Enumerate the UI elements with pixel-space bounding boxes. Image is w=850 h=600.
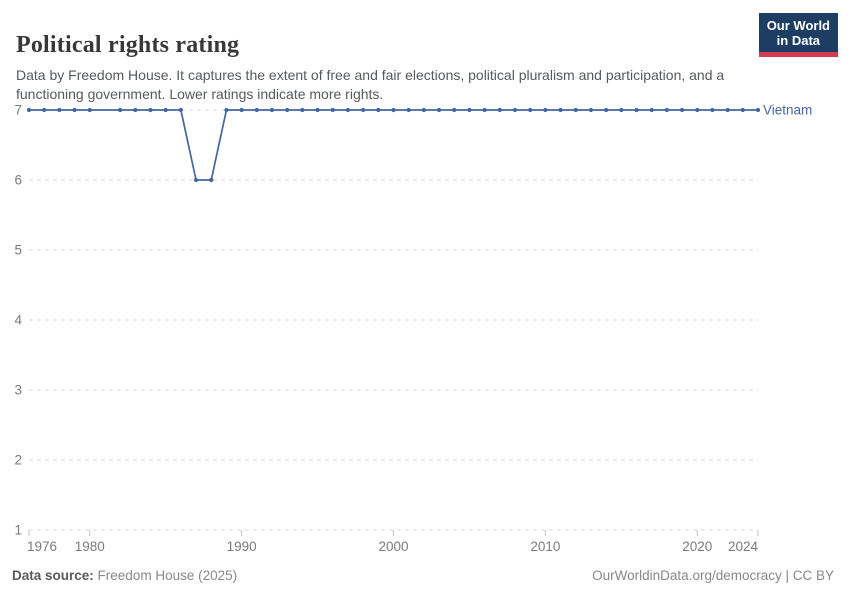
- data-point-marker: [209, 177, 214, 183]
- data-point-marker: [604, 107, 609, 113]
- data-point-marker: [710, 107, 715, 113]
- data-point-marker: [421, 107, 426, 113]
- data-point-marker: [649, 107, 654, 113]
- data-point-marker: [239, 107, 244, 113]
- data-point-marker: [376, 107, 381, 113]
- data-point-marker: [740, 107, 745, 113]
- data-source-value: Freedom House (2025): [97, 568, 238, 583]
- data-point-marker: [57, 107, 62, 113]
- data-point-marker: [300, 107, 305, 113]
- data-point-marker: [573, 107, 578, 113]
- y-axis-tick-label: 7: [14, 103, 22, 118]
- data-point-marker: [72, 107, 77, 113]
- series-line: [29, 109, 758, 181]
- attribution-text: OurWorldinData.org/democracy | CC BY: [592, 568, 834, 583]
- line-chart: 1 2 3 4 5 6 7 1976 1980 1990 2000 2010 2020 2024 Vietn…: [14, 103, 812, 555]
- x-axis-tick-label: 2024: [728, 539, 759, 554]
- x-axis-tick-label: 1976: [27, 539, 57, 554]
- data-point-marker: [391, 107, 396, 113]
- data-point-marker: [148, 107, 153, 113]
- data-point-marker: [87, 107, 92, 113]
- data-point-marker: [118, 107, 123, 113]
- data-point-marker: [695, 107, 700, 113]
- y-axis-tick-label: 6: [14, 173, 22, 188]
- data-source: Data source: Freedom House (2025): [12, 568, 237, 583]
- data-point-marker: [482, 107, 487, 113]
- data-point-marker: [725, 107, 730, 113]
- data-point-marker: [588, 107, 594, 113]
- y-axis-tick-label: 5: [14, 243, 22, 258]
- x-axis-tick-label: 2000: [378, 539, 408, 554]
- data-point-marker: [345, 107, 351, 113]
- x-axis-tick-label: 1990: [227, 539, 257, 554]
- data-point-marker: [452, 107, 457, 113]
- data-point-marker: [634, 107, 639, 113]
- chart-subtitle: Data by Freedom House. It captures the e…: [16, 67, 725, 102]
- data-point-marker: [224, 107, 229, 113]
- data-point-marker: [528, 107, 533, 113]
- data-point-marker: [497, 107, 502, 113]
- data-point-marker: [467, 107, 472, 113]
- data-point-marker: [315, 107, 320, 113]
- data-point-marker: [543, 107, 548, 113]
- data-point-marker: [512, 107, 518, 113]
- y-axis-tick-label: 3: [14, 383, 22, 398]
- data-point-marker: [361, 107, 366, 113]
- data-point-marker: [26, 107, 32, 113]
- data-point-marker: [664, 107, 669, 113]
- data-point-marker: [679, 107, 685, 113]
- data-point-marker: [406, 107, 411, 113]
- x-axis-tick-label: 2020: [682, 539, 712, 554]
- data-point-marker: [178, 107, 183, 113]
- y-axis-tick-label: 4: [14, 313, 22, 328]
- data-source-label: Data source:: [12, 568, 94, 583]
- data-point-marker: [254, 107, 259, 113]
- y-axis-tick-label: 1: [14, 523, 22, 538]
- data-point-marker: [163, 107, 168, 113]
- data-point-marker: [558, 107, 563, 113]
- series-label: Vietnam: [763, 103, 812, 118]
- owid-logo-line1: Our World: [766, 18, 830, 33]
- owid-logo-line2: in Data: [776, 33, 821, 48]
- x-axis-tick-label: 1980: [75, 539, 105, 554]
- data-point-marker: [330, 107, 335, 113]
- y-axis-tick-label: 2: [14, 453, 22, 468]
- data-point-marker: [133, 107, 138, 113]
- data-point-marker: [755, 107, 761, 113]
- data-point-marker: [619, 107, 624, 113]
- data-point-marker: [285, 107, 290, 113]
- owid-logo: Our World in Data: [758, 13, 838, 57]
- data-point-marker: [269, 107, 275, 113]
- chart-footer: Data source: Freedom House (2025) OurWor…: [12, 568, 834, 583]
- data-point-marker: [436, 107, 442, 113]
- data-point-marker: [193, 177, 199, 183]
- data-point-marker: [42, 107, 47, 113]
- x-axis-tick-label: 2010: [530, 539, 560, 554]
- chart-title: Political rights rating: [16, 32, 240, 59]
